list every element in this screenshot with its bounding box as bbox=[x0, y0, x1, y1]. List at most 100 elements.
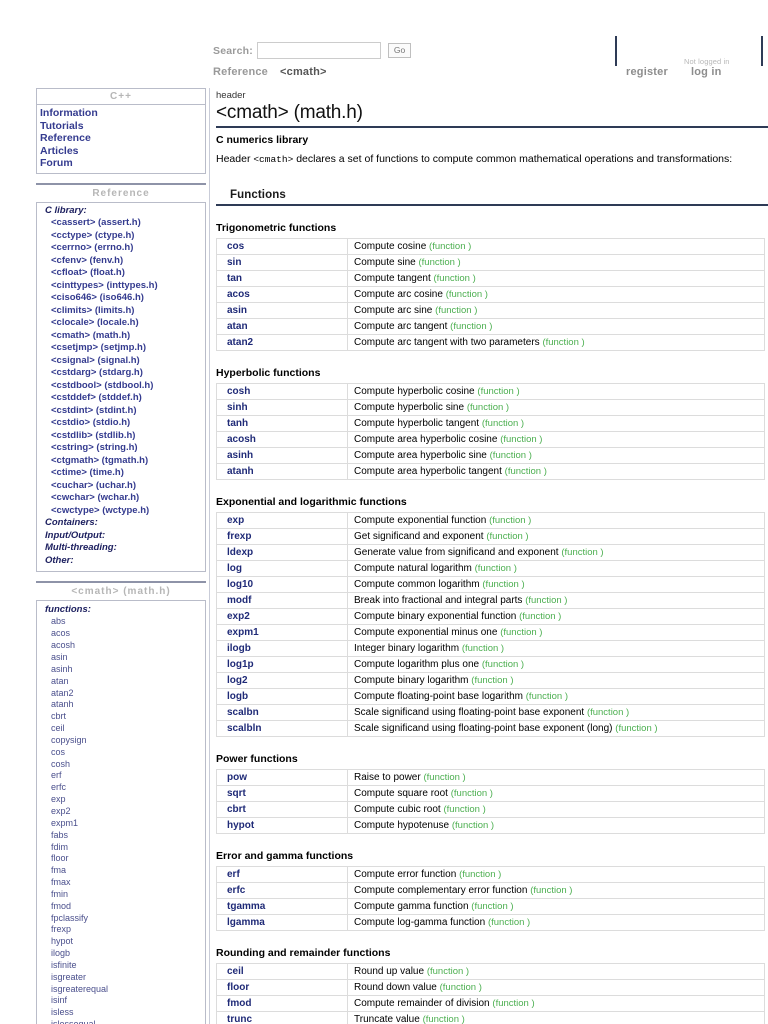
sidebar-header-cstddefstddefh[interactable]: <cstddef> (stddef.h) bbox=[51, 392, 142, 404]
table-row[interactable]: atan Compute arc tangent (function ) bbox=[216, 318, 765, 335]
sidebar-function-isless[interactable]: isless bbox=[51, 1007, 74, 1018]
sidebar-function-ilogb[interactable]: ilogb bbox=[51, 948, 71, 959]
sidebar-function-ceil[interactable]: ceil bbox=[51, 723, 65, 734]
table-row[interactable]: hypot Compute hypotenuse (function ) bbox=[216, 817, 765, 834]
sidebar-header-cfenvfenvh[interactable]: <cfenv> (fenv.h) bbox=[51, 254, 124, 266]
sidebar-header-cwcharwcharh[interactable]: <cwchar> (wchar.h) bbox=[51, 492, 140, 504]
function-link-log1p[interactable]: log1p bbox=[227, 659, 254, 670]
table-row[interactable]: ilogb Integer binary logarithm (function … bbox=[216, 640, 765, 657]
sidebar-function-floor[interactable]: floor bbox=[51, 853, 69, 864]
sidebar-function-expm1[interactable]: expm1 bbox=[51, 817, 79, 828]
sidebar-function-hypot[interactable]: hypot bbox=[51, 936, 74, 947]
sidebar-function-fmax[interactable]: fmax bbox=[51, 877, 71, 888]
function-link-scalbln[interactable]: scalbln bbox=[227, 723, 262, 734]
search-go-button[interactable]: Go bbox=[387, 42, 412, 59]
sidebar-function-frexp[interactable]: frexp bbox=[51, 924, 72, 935]
table-row[interactable]: logb Compute floating-point base logarith… bbox=[216, 688, 765, 705]
table-row[interactable]: tan Compute tangent (function ) bbox=[216, 270, 765, 287]
sidebar-function-fabs[interactable]: fabs bbox=[51, 829, 69, 840]
sidebar-function-abs[interactable]: abs bbox=[51, 616, 66, 627]
sidebar-function-erf[interactable]: erf bbox=[51, 770, 62, 781]
table-row[interactable]: atanh Compute area hyperbolic tangent (fu… bbox=[216, 463, 765, 480]
function-link-pow[interactable]: pow bbox=[227, 772, 247, 783]
function-link-tan[interactable]: tan bbox=[227, 273, 242, 284]
sidebar-header-cinttypesinttypesh[interactable]: <cinttypes> (inttypes.h) bbox=[51, 279, 158, 291]
sidebar-header-cfloatfloath[interactable]: <cfloat> (float.h) bbox=[51, 267, 125, 279]
function-link-scalbn[interactable]: scalbn bbox=[227, 707, 259, 718]
sidebar-function-cos[interactable]: cos bbox=[51, 746, 66, 757]
breadcrumb-reference-link[interactable]: Reference bbox=[213, 66, 268, 78]
function-link-ilogb[interactable]: ilogb bbox=[227, 643, 251, 654]
function-link-logb[interactable]: logb bbox=[227, 691, 249, 702]
sidebar-item-reference[interactable]: Reference bbox=[40, 132, 91, 145]
function-link-tgamma[interactable]: tgamma bbox=[227, 901, 266, 912]
function-link-log[interactable]: log bbox=[227, 563, 242, 574]
table-row[interactable]: ldexp Generate value from significand and… bbox=[216, 544, 765, 561]
sidebar-function-asin[interactable]: asin bbox=[51, 652, 68, 662]
function-link-erfc[interactable]: erfc bbox=[227, 885, 246, 896]
sidebar-group-multithreading[interactable]: Multi-threading: bbox=[45, 542, 117, 554]
sidebar-function-fdim[interactable]: fdim bbox=[51, 841, 69, 852]
table-row[interactable]: scalbn Scale significand using floating-p… bbox=[216, 704, 765, 721]
table-row[interactable]: trunc Truncate value (function ) bbox=[216, 1011, 765, 1024]
table-row[interactable]: atan2 Compute arc tangent with two parame… bbox=[216, 334, 765, 351]
function-link-log10[interactable]: log10 bbox=[227, 579, 254, 590]
function-link-ceil[interactable]: ceil bbox=[227, 966, 244, 977]
table-row[interactable]: scalbln Scale significand using floating-… bbox=[216, 720, 765, 737]
table-row[interactable]: exp2 Compute binary exponential function … bbox=[216, 608, 765, 625]
sidebar-header-climitslimitsh[interactable]: <climits> (limits.h) bbox=[51, 304, 135, 316]
table-row[interactable]: pow Raise to power (function ) bbox=[216, 769, 765, 786]
table-row[interactable]: log1p Compute logarithm plus one (functio… bbox=[216, 656, 765, 673]
sidebar-function-fpclassify[interactable]: fpclassify bbox=[51, 912, 89, 923]
sidebar-function-erfc[interactable]: erfc bbox=[51, 782, 67, 793]
sidebar-group-other[interactable]: Other: bbox=[45, 554, 74, 566]
function-link-fmod[interactable]: fmod bbox=[227, 998, 252, 1009]
function-link-atan2[interactable]: atan2 bbox=[227, 337, 254, 348]
function-link-exp[interactable]: exp bbox=[227, 515, 245, 526]
function-link-trunc[interactable]: trunc bbox=[227, 1014, 252, 1024]
table-row[interactable]: sinh Compute hyperbolic sine (function ) bbox=[216, 399, 765, 416]
function-link-expm1[interactable]: expm1 bbox=[227, 627, 259, 638]
table-row[interactable]: expm1 Compute exponential minus one (func… bbox=[216, 624, 765, 641]
sidebar-header-ciso646iso646h[interactable]: <ciso646> (iso646.h) bbox=[51, 292, 144, 304]
sidebar-function-asinh[interactable]: asinh bbox=[51, 663, 73, 674]
function-link-acos[interactable]: acos bbox=[227, 289, 250, 300]
table-row[interactable]: erfc Compute complementary error function… bbox=[216, 882, 765, 899]
sidebar-header-cstdlibstdlibh[interactable]: <cstdlib> (stdlib.h) bbox=[51, 429, 136, 441]
sidebar-group-containers[interactable]: Containers: bbox=[45, 517, 98, 529]
function-link-cosh[interactable]: cosh bbox=[227, 386, 251, 397]
function-link-sinh[interactable]: sinh bbox=[227, 402, 248, 413]
table-row[interactable]: modf Break into fractional and integral p… bbox=[216, 592, 765, 609]
table-row[interactable]: tgamma Compute gamma function (function ) bbox=[216, 898, 765, 915]
sidebar-function-atan2[interactable]: atan2 bbox=[51, 687, 74, 698]
sidebar-function-atan[interactable]: atan bbox=[51, 675, 69, 686]
table-row[interactable]: erf Compute error function (function ) bbox=[216, 866, 765, 883]
function-link-atanh[interactable]: atanh bbox=[227, 466, 254, 477]
sidebar-header-cstdargstdargh[interactable]: <cstdarg> (stdarg.h) bbox=[51, 367, 143, 379]
sidebar-function-isgreater[interactable]: isgreater bbox=[51, 971, 87, 982]
sidebar-item-tutorials[interactable]: Tutorials bbox=[40, 119, 84, 132]
table-row[interactable]: lgamma Compute log-gamma function (functi… bbox=[216, 914, 765, 931]
sidebar-item-information[interactable]: Information bbox=[40, 107, 98, 119]
function-link-asinh[interactable]: asinh bbox=[227, 450, 254, 461]
table-row[interactable]: asinh Compute area hyperbolic sine (funct… bbox=[216, 447, 765, 464]
sidebar-header-cerrnoerrnoh[interactable]: <cerrno> (errno.h) bbox=[51, 242, 134, 254]
sidebar-function-cbrt[interactable]: cbrt bbox=[51, 711, 67, 722]
table-row[interactable]: cosh Compute hyperbolic cosine (function … bbox=[216, 383, 765, 400]
sidebar-header-cstdiostdioh[interactable]: <cstdio> (stdio.h) bbox=[51, 417, 131, 429]
sidebar-item-articles[interactable]: Articles bbox=[40, 144, 79, 157]
sidebar-header-cstdboolstdboolh[interactable]: <cstdbool> (stdbool.h) bbox=[51, 379, 154, 391]
table-row[interactable]: log2 Compute binary logarithm (function ) bbox=[216, 672, 765, 689]
sidebar-header-cassertasserth[interactable]: <cassert> (assert.h) bbox=[51, 217, 141, 229]
function-link-cbrt[interactable]: cbrt bbox=[227, 804, 246, 815]
login-link[interactable]: log in bbox=[691, 66, 722, 78]
function-link-modf[interactable]: modf bbox=[227, 595, 252, 606]
sidebar-header-cwctypewctypeh[interactable]: <cwctype> (wctype.h) bbox=[51, 504, 150, 516]
sidebar-function-copysign[interactable]: copysign bbox=[51, 734, 87, 745]
function-link-lgamma[interactable]: lgamma bbox=[227, 917, 265, 928]
table-row[interactable]: log10 Compute common logarithm (function … bbox=[216, 576, 765, 593]
sidebar-function-isfinite[interactable]: isfinite bbox=[51, 959, 77, 970]
function-link-ldexp[interactable]: ldexp bbox=[227, 547, 254, 558]
table-row[interactable]: acos Compute arc cosine (function ) bbox=[216, 286, 765, 303]
function-link-tanh[interactable]: tanh bbox=[227, 418, 249, 429]
